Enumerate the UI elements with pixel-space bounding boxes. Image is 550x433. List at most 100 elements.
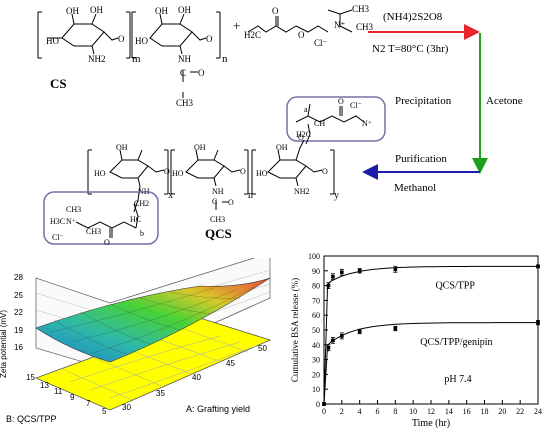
step-precipitation: Precipitation	[395, 95, 452, 107]
cs-structure	[37, 9, 353, 98]
y-tick-label: 80	[312, 282, 320, 291]
y-axis-label: Cumulative BSA release (%)	[290, 278, 300, 382]
atom-nh: NH	[178, 54, 191, 64]
y-tick-label: 70	[312, 296, 320, 305]
atom-nh2: NH2	[88, 54, 106, 64]
z-tick-label: 22	[14, 308, 23, 317]
a-axis-label: A: Grafting yield	[186, 404, 250, 414]
atom-oh: OH	[116, 143, 128, 152]
atom-ho: HO	[94, 169, 106, 178]
data-point	[331, 274, 335, 279]
z-tick-label: 25	[14, 291, 23, 300]
y-tick-label: 20	[312, 370, 320, 379]
y-tick-label: 50	[312, 326, 320, 335]
atom-oh: OH	[194, 143, 206, 152]
response-surface	[35, 277, 271, 363]
b-tick-label: 5	[102, 407, 107, 416]
subscript-b: b	[140, 229, 144, 238]
atom-c: C	[180, 68, 186, 78]
atom-o: O	[322, 167, 328, 176]
qcs-substituent-atoms: H3C N⁺ CH3 CH3 Cl⁻ O HC CH2 b	[50, 199, 149, 247]
atom-oh: OH	[90, 5, 103, 15]
x-tick-label: 24	[534, 407, 542, 416]
atom-ch3: CH3	[210, 215, 225, 224]
y-tick-label: 30	[312, 356, 320, 365]
x-tick-label: 10	[409, 407, 417, 416]
z-tick-label: 28	[14, 273, 23, 282]
z-tick-label: 19	[14, 326, 23, 335]
data-point	[536, 320, 540, 325]
x-tick-label: 20	[498, 407, 506, 416]
annotation-ph: pH 7.4	[444, 374, 471, 385]
x-tick-label: 2	[340, 407, 344, 416]
x-tick-label: 8	[393, 407, 397, 416]
series-label-qcs-tpp-genipin: QCS/TPP/genipin	[420, 337, 492, 348]
qcs-structure	[87, 139, 335, 213]
atom-nh2: NH2	[294, 187, 310, 196]
data-point	[357, 329, 362, 334]
y-tick-label: 100	[308, 252, 320, 261]
b-tick-label: 13	[40, 381, 49, 390]
atom-ho: HO	[172, 169, 184, 178]
b-tick-label: 11	[54, 387, 63, 396]
atom-o: O	[228, 198, 234, 207]
atom-ch3: CH3	[176, 98, 194, 108]
atom-o: O	[164, 167, 170, 176]
substituent-box-bottom	[43, 191, 159, 245]
data-point	[322, 402, 326, 406]
data-point	[340, 270, 344, 275]
a-tick-label: 30	[122, 403, 131, 412]
series-line	[323, 322, 538, 405]
subscript-y: y	[334, 190, 339, 201]
reagent-label: (NH4)2S2O8	[383, 11, 443, 23]
atom-oh: OH	[66, 6, 79, 16]
atom-n-plus: N⁺	[334, 20, 345, 30]
chloride: Cl⁻	[52, 233, 64, 242]
y-tick-label: 90	[312, 267, 320, 276]
atom-ho: HO	[256, 169, 268, 178]
surface-plot: 28 25 22 19 16 Zeta potential (mV) 15 13…	[0, 258, 272, 424]
monomer-atoms: H2C O O N⁺ CH3 CH3 Cl⁻	[244, 4, 374, 48]
data-point	[326, 283, 331, 288]
y-tick-label: 40	[312, 341, 320, 350]
floor-contours	[59, 325, 257, 401]
atom-ch3: CH3	[66, 205, 81, 214]
atom-oh: OH	[178, 5, 191, 15]
step-acetone: Acetone	[486, 95, 523, 107]
atom-o: O	[272, 6, 279, 16]
surface-mesh	[49, 285, 257, 355]
x-tick-label: 12	[427, 407, 435, 416]
x-tick-label: 22	[516, 407, 524, 416]
atom-h2c: H2C	[296, 130, 311, 139]
x-tick-label: 16	[463, 407, 471, 416]
atom-n-plus: N⁺	[66, 217, 76, 226]
plus-sign: +	[233, 18, 240, 33]
atom-ch: CH	[314, 119, 325, 128]
atom-hc: HC	[130, 215, 141, 224]
atom-nh: NH	[212, 187, 224, 196]
substituent-box-top	[286, 96, 386, 142]
data-point	[393, 267, 398, 272]
cs-atoms: OH OH HO NH2 O OH OH HO NH C O CH3 O m n	[46, 5, 228, 108]
x-tick-label: 14	[445, 407, 453, 416]
x-tick-label: 6	[376, 407, 380, 416]
b-tick-label: 9	[70, 393, 75, 402]
atom-n-plus: N⁺	[362, 119, 372, 128]
b-tick-label: 7	[86, 399, 91, 408]
data-point	[340, 334, 344, 338]
data-point	[357, 269, 362, 273]
subscript-m: m	[132, 53, 141, 65]
atom-oh: OH	[155, 6, 168, 16]
atom-o: O	[104, 238, 110, 247]
chloride: Cl⁻	[314, 38, 328, 48]
atom-o: O	[338, 97, 344, 106]
a-tick-label: 50	[258, 344, 267, 353]
step-methanol: Methanol	[394, 182, 436, 194]
cs-label: CS	[50, 76, 67, 91]
z-axis-label: Zeta potential (mV)	[0, 310, 8, 378]
subscript-n: n	[248, 190, 253, 201]
atom-h2c: H2C	[244, 30, 261, 40]
atom-ho: HO	[46, 36, 59, 46]
